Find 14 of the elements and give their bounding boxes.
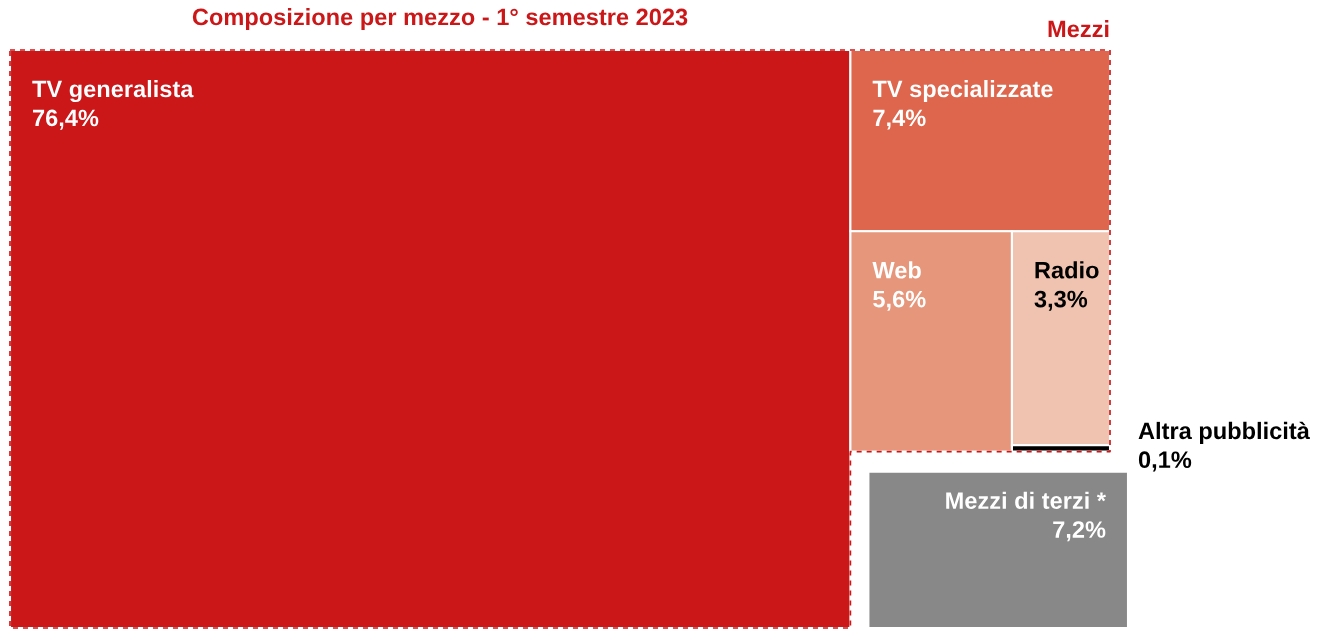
data-label: 0,1% bbox=[1138, 451, 1192, 472]
category-label: Web bbox=[872, 261, 921, 279]
data-label: 5,6% bbox=[873, 290, 926, 311]
data-label: 7,4% bbox=[873, 109, 926, 130]
category-label: Altra pubblicità bbox=[1138, 421, 1310, 444]
category-label: TV specializzate bbox=[872, 80, 1053, 103]
text: Mezzi bbox=[1048, 19, 1109, 38]
category-label: TV generalista bbox=[32, 80, 194, 103]
category-label: Mezzi di terzi * bbox=[946, 491, 1106, 509]
data-label: 7,2% bbox=[1053, 521, 1106, 542]
category-label: Radio bbox=[1035, 261, 1099, 279]
data-label: 76,4% bbox=[33, 109, 99, 130]
data-label: 3,3% bbox=[1034, 290, 1088, 311]
text: Composizione per mezzo - 1° semestre 2023 bbox=[192, 8, 688, 31]
